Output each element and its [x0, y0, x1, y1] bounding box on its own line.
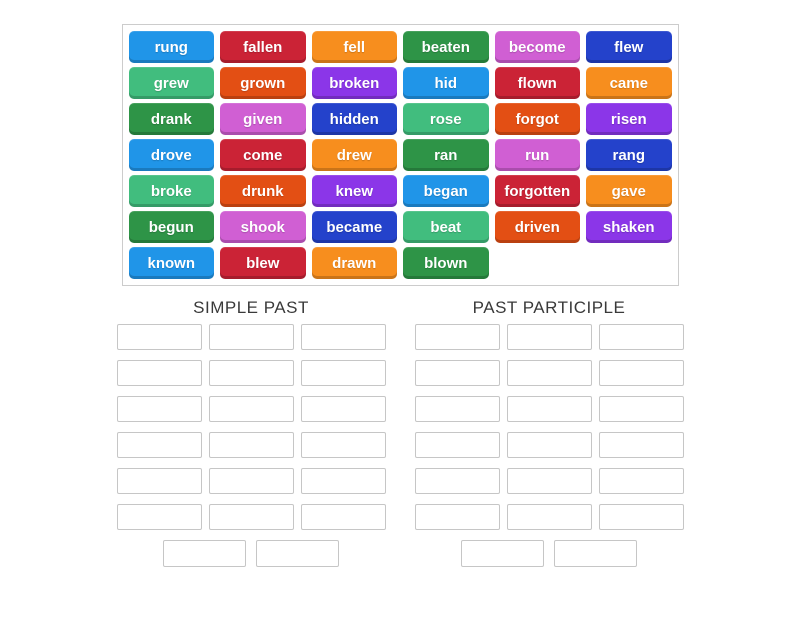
drop-slot[interactable]	[414, 360, 500, 386]
drop-slot[interactable]	[300, 360, 386, 386]
drop-slot[interactable]	[116, 468, 202, 494]
drop-slot[interactable]	[414, 504, 500, 530]
word-tile-known[interactable]: known	[128, 247, 214, 279]
word-tile-fallen[interactable]: fallen	[220, 31, 306, 63]
word-tile-come[interactable]: come	[220, 139, 306, 171]
drop-slot[interactable]	[506, 504, 592, 530]
word-tile-hidden[interactable]: hidden	[311, 103, 397, 135]
word-tile-knew[interactable]: knew	[311, 175, 397, 207]
drop-slot[interactable]	[300, 396, 386, 422]
drop-slot[interactable]	[208, 468, 294, 494]
word-tile-shook[interactable]: shook	[220, 211, 306, 243]
word-bank-panel: rung fallen fell beaten become flew grew grown b…	[121, 24, 679, 286]
group-title-simple-past: SIMPLE PAST	[193, 298, 309, 317]
word-tile-forgot[interactable]: forgot	[494, 103, 580, 135]
word-tile-run[interactable]: run	[494, 139, 580, 171]
word-tile-broken[interactable]: broken	[311, 67, 397, 99]
word-tile-broke[interactable]: broke	[128, 175, 214, 207]
word-tile-grew[interactable]: grew	[128, 67, 214, 99]
drop-slot[interactable]	[116, 360, 202, 386]
bottom-slot-row-simple-past	[117, 540, 386, 567]
word-tile-blew[interactable]: blew	[220, 247, 306, 279]
drop-slot[interactable]	[598, 504, 684, 530]
slot-grid-simple-past	[116, 324, 386, 530]
word-tile-ran[interactable]: ran	[403, 139, 489, 171]
word-tile-flew[interactable]: flew	[586, 31, 672, 63]
drop-slot[interactable]	[506, 396, 592, 422]
drop-slot[interactable]	[414, 324, 500, 350]
word-tile-beat[interactable]: beat	[403, 211, 489, 243]
drop-slot[interactable]	[116, 432, 202, 458]
drop-slot[interactable]	[461, 540, 544, 567]
word-tile-become[interactable]: become	[494, 31, 580, 63]
drop-slot[interactable]	[116, 396, 202, 422]
drop-slot[interactable]	[414, 432, 500, 458]
drop-slot[interactable]	[300, 468, 386, 494]
bottom-slot-row-past-participle	[415, 540, 684, 567]
drop-slot[interactable]	[506, 360, 592, 386]
drop-slot[interactable]	[598, 468, 684, 494]
drop-slot[interactable]	[598, 324, 684, 350]
word-tile-drove[interactable]: drove	[128, 139, 214, 171]
drop-slot[interactable]	[208, 324, 294, 350]
word-tile-fell[interactable]: fell	[311, 31, 397, 63]
drop-slot[interactable]	[598, 360, 684, 386]
word-tile-became[interactable]: became	[311, 211, 397, 243]
word-tile-drew[interactable]: drew	[311, 139, 397, 171]
word-tile-hid[interactable]: hid	[403, 67, 489, 99]
drop-slot[interactable]	[208, 396, 294, 422]
group-simple-past: SIMPLE PAST	[116, 298, 386, 567]
drop-slot[interactable]	[554, 540, 637, 567]
word-tile-flown[interactable]: flown	[494, 67, 580, 99]
drop-slot[interactable]	[506, 432, 592, 458]
word-tile-grid: rung fallen fell beaten become flew grew grown b…	[128, 31, 672, 279]
word-tile-gave[interactable]: gave	[586, 175, 672, 207]
word-tile-begun[interactable]: begun	[128, 211, 214, 243]
group-title-past-participle: PAST PARTICIPLE	[472, 298, 626, 317]
drop-slot[interactable]	[506, 468, 592, 494]
word-tile-drunk[interactable]: drunk	[220, 175, 306, 207]
group-past-participle: PAST PARTICIPLE	[414, 298, 684, 567]
drop-slot[interactable]	[300, 432, 386, 458]
word-tile-drank[interactable]: drank	[128, 103, 214, 135]
word-tile-shaken[interactable]: shaken	[586, 211, 672, 243]
drop-slot[interactable]	[598, 432, 684, 458]
word-tile-came[interactable]: came	[586, 67, 672, 99]
drop-slot[interactable]	[208, 432, 294, 458]
word-tile-given[interactable]: given	[220, 103, 306, 135]
drop-slot[interactable]	[414, 396, 500, 422]
word-tile-drawn[interactable]: drawn	[311, 247, 397, 279]
drop-slot[interactable]	[116, 504, 202, 530]
word-tile-forgotten[interactable]: forgotten	[494, 175, 580, 207]
drop-slot[interactable]	[300, 504, 386, 530]
word-tile-rang[interactable]: rang	[586, 139, 672, 171]
word-tile-began[interactable]: began	[403, 175, 489, 207]
word-tile-rung[interactable]: rung	[128, 31, 214, 63]
word-tile-risen[interactable]: risen	[586, 103, 672, 135]
word-tile-blown[interactable]: blown	[403, 247, 489, 279]
word-tile-driven[interactable]: driven	[494, 211, 580, 243]
word-tile-grown[interactable]: grown	[220, 67, 306, 99]
drop-slot[interactable]	[300, 324, 386, 350]
drop-slot[interactable]	[208, 360, 294, 386]
slot-grid-past-participle	[414, 324, 684, 530]
drop-slot[interactable]	[598, 396, 684, 422]
drop-slot[interactable]	[506, 324, 592, 350]
drop-slot[interactable]	[163, 540, 246, 567]
word-tile-rose[interactable]: rose	[403, 103, 489, 135]
drop-slot[interactable]	[256, 540, 339, 567]
drop-slot[interactable]	[208, 504, 294, 530]
drop-slot[interactable]	[414, 468, 500, 494]
sort-groups: SIMPLE PAST PAST PARTICIPLE	[0, 298, 800, 567]
word-tile-beaten[interactable]: beaten	[403, 31, 489, 63]
drop-slot[interactable]	[116, 324, 202, 350]
